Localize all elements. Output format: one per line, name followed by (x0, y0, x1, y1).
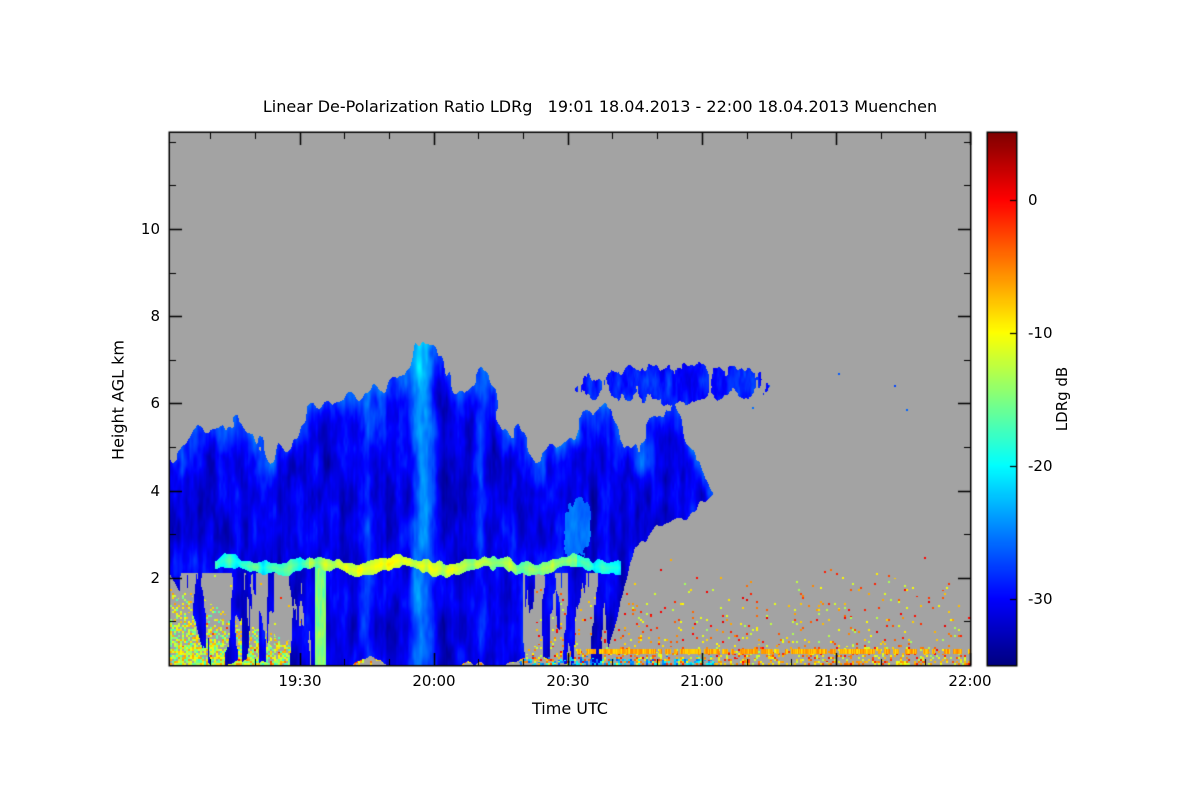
colorbar-tick-label: -10 (1028, 324, 1053, 342)
colorbar-tick-label: 0 (1028, 191, 1038, 209)
x-tick-label: 19:30 (278, 672, 322, 690)
x-tick-label: 20:30 (546, 672, 590, 690)
x-tick-label: 21:30 (814, 672, 858, 690)
y-tick-label: 10 (140, 220, 160, 238)
x-axis-label: Time UTC (532, 699, 608, 718)
x-tick-label: 20:00 (412, 672, 456, 690)
y-tick-label: 8 (150, 307, 160, 325)
colorbar-tick-label: -20 (1028, 457, 1053, 475)
y-tick-label: 2 (150, 569, 160, 587)
chart-title: Linear De-Polarization Ratio LDRg 19:01 … (262, 97, 938, 116)
x-tick-label: 22:00 (948, 672, 992, 690)
colorbar-tick-label: -30 (1028, 590, 1053, 608)
y-tick-label: 6 (150, 394, 160, 412)
y-tick-label: 4 (150, 482, 160, 500)
colorbar-label: LDRg dB (1053, 366, 1071, 432)
x-tick-label: 21:00 (680, 672, 724, 690)
